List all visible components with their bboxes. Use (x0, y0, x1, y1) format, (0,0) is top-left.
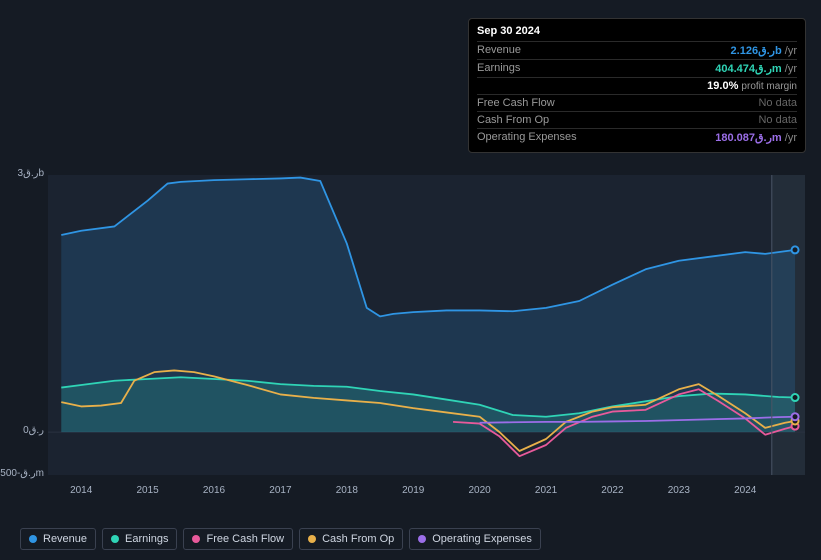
chart-container: Sep 30 2024 Revenue ر.ق2.126b /yr Earnings ر… (0, 0, 821, 560)
legend-label: Operating Expenses (432, 533, 532, 545)
x-axis-label: 2020 (468, 485, 490, 496)
legend-label: Cash From Op (322, 533, 394, 545)
tooltip-row: Free Cash Flow No data (477, 94, 797, 111)
legend-dot-icon (192, 535, 200, 543)
legend-label: Revenue (43, 533, 87, 545)
y-axis-label: ر.ق-500m (0, 468, 44, 479)
legend-dot-icon (418, 535, 426, 543)
x-axis-label: 2017 (269, 485, 291, 496)
tooltip-value: No data (758, 97, 797, 109)
legend-item-opex[interactable]: Operating Expenses (409, 528, 541, 550)
chart-svg[interactable] (48, 175, 805, 475)
tooltip-label: Operating Expenses (477, 131, 577, 144)
legend-item-revenue[interactable]: Revenue (20, 528, 96, 550)
legend-item-cfo[interactable]: Cash From Op (299, 528, 403, 550)
x-axis-label: 2018 (336, 485, 358, 496)
tooltip-label: Free Cash Flow (477, 97, 555, 109)
x-axis-label: 2024 (734, 485, 756, 496)
tooltip-title: Sep 30 2024 (477, 25, 797, 37)
tooltip-subrow: 19.0% profit margin (477, 77, 797, 94)
tooltip-value: No data (758, 114, 797, 126)
legend-item-earnings[interactable]: Earnings (102, 528, 177, 550)
x-axis-label: 2022 (601, 485, 623, 496)
x-axis-label: 2015 (136, 485, 158, 496)
x-axis-label: 2019 (402, 485, 424, 496)
tooltip-label: Revenue (477, 44, 521, 57)
legend-dot-icon (308, 535, 316, 543)
tooltip-row: Operating Expenses ر.ق180.087m /yr (477, 128, 797, 146)
tooltip-submargin: 19.0% profit margin (707, 80, 797, 92)
tooltip-row: Revenue ر.ق2.126b /yr (477, 41, 797, 59)
legend-label: Earnings (125, 533, 168, 545)
y-axis-label: ر.ق3b (0, 168, 44, 179)
legend-label: Free Cash Flow (206, 533, 284, 545)
x-axis-label: 2016 (203, 485, 225, 496)
tooltip-label: Earnings (477, 62, 520, 75)
x-axis-label: 2021 (535, 485, 557, 496)
x-axis-label: 2014 (70, 485, 92, 496)
tooltip-value: ر.ق404.474m /yr (715, 62, 797, 75)
legend: Revenue Earnings Free Cash Flow Cash From O… (20, 528, 541, 550)
legend-dot-icon (29, 535, 37, 543)
legend-item-fcf[interactable]: Free Cash Flow (183, 528, 293, 550)
tooltip-value: ر.ق180.087m /yr (715, 131, 797, 144)
tooltip-row: Earnings ر.ق404.474m /yr (477, 59, 797, 77)
y-axis-label: ر.ق0 (0, 425, 44, 436)
tooltip-value: ر.ق2.126b /yr (731, 44, 797, 57)
legend-dot-icon (111, 535, 119, 543)
hover-tooltip: Sep 30 2024 Revenue ر.ق2.126b /yr Earnings ر… (468, 18, 806, 153)
tooltip-row: Cash From Op No data (477, 111, 797, 128)
tooltip-label: Cash From Op (477, 114, 549, 126)
x-axis-label: 2023 (668, 485, 690, 496)
